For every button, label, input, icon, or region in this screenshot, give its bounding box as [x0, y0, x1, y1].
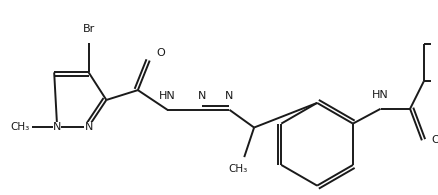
Text: HN: HN: [159, 91, 176, 101]
Text: O: O: [431, 135, 438, 145]
Text: Br: Br: [82, 24, 95, 34]
Text: N: N: [198, 91, 206, 101]
Text: HN: HN: [372, 90, 389, 100]
Text: O: O: [156, 48, 165, 58]
Text: CH₃: CH₃: [229, 164, 248, 174]
Text: N: N: [53, 121, 61, 132]
Text: N: N: [225, 91, 233, 101]
Text: CH₃: CH₃: [10, 121, 29, 132]
Text: N: N: [85, 121, 93, 132]
